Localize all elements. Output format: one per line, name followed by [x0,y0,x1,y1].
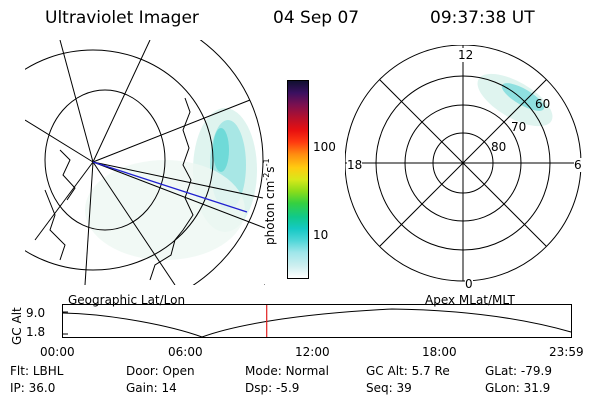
mlt-label-6: 6 [574,158,582,172]
footer-glat: GLat: -79.9 [485,364,552,378]
footer-door: Door: Open [126,364,195,378]
footer-mode: Mode: Normal [245,364,329,378]
orbit-xtick-1200: 12:00 [295,345,330,359]
aurora-glow-geo [85,108,257,260]
polar-map-label: Apex MLat/MLT [425,293,515,307]
orbit-xtick-2359: 23:59 [549,345,584,359]
time-label: 09:37:38 UT [430,8,535,28]
orbit-plot [62,304,572,338]
orbit-xtick-0600: 06:00 [168,345,203,359]
mlt-label-12: 12 [458,48,474,62]
footer-dsp: Dsp: -5.9 [245,381,300,395]
footer-flt: Flt: LBHL [10,364,64,378]
mlt-label-18: 18 [347,158,363,172]
footer-glon: GLon: 31.9 [485,381,551,395]
mlat-label-70: 70 [511,120,527,134]
colorbar [287,80,309,279]
mlt-label-0: 0 [465,277,473,291]
footer-ip: IP: 36.0 [10,381,56,395]
instrument-title: Ultraviolet Imager [45,8,199,28]
orbit-ytick-min: 1.8 [26,325,46,339]
orbit-xtick-1800: 18:00 [422,345,457,359]
orbit-ytick-max: 9.0 [26,306,46,320]
polar-map [345,45,582,282]
footer-seq: Seq: 39 [366,381,412,395]
geographic-map [25,40,265,285]
footer-gc-alt: GC Alt: 5.7 Re [366,364,450,378]
footer-gain: Gain: 14 [126,381,177,395]
colorbar-unit-label: photon cm-2s-1 [262,158,277,245]
mlat-label-60: 60 [535,97,551,111]
orbit-xtick-0000: 00:00 [40,345,75,359]
orbit-ylabel: GC Alt [10,307,24,345]
mlat-label-80: 80 [491,140,507,154]
date-label: 04 Sep 07 [273,8,360,28]
colorbar-tick-10: 10 [313,228,329,242]
colorbar-tick-100: 100 [313,140,336,154]
altitude-curve [62,308,572,338]
geo-map-label: Geographic Lat/Lon [68,293,186,307]
